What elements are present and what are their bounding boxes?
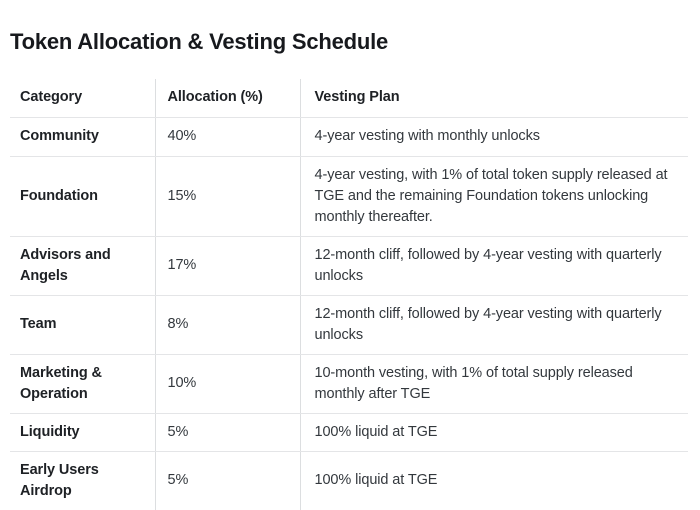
vesting-plan-cell: 100% liquid at TGE bbox=[314, 472, 438, 489]
allocation-cell: 17% bbox=[155, 236, 301, 296]
table-row-liquidity: Liquidity 5% 100% liquid at TGE bbox=[10, 413, 688, 452]
table-row-community: Community 40% 4-year vesting with monthl… bbox=[10, 117, 688, 157]
column-header-category: Category bbox=[10, 79, 156, 118]
allocation-cell: 8% bbox=[155, 295, 301, 355]
table-row-early-users-airdrop: Early Users Airdrop 5% 100% liquid at TG… bbox=[10, 451, 688, 510]
table-header: Category Allocation (%) Vesting Plan bbox=[10, 79, 688, 118]
category-cell: Early Users Airdrop bbox=[10, 451, 156, 510]
table-row-team: Team 8% 12-month cliff, followed by 4-ye… bbox=[10, 295, 688, 355]
category-cell: Advisors and Angels bbox=[10, 236, 156, 296]
category-cell: Marketing & Operation bbox=[10, 354, 156, 414]
category-cell: Team bbox=[10, 295, 156, 355]
vesting-plan-cell: 4-year vesting with monthly unlocks bbox=[300, 117, 688, 157]
category-cell: Liquidity bbox=[10, 413, 156, 452]
column-header-vesting-plan: Vesting Plan bbox=[300, 79, 688, 118]
vesting-plan-cell: 4-year vesting, with 1% of total token s… bbox=[300, 156, 688, 237]
vesting-plan-cell: 12-month cliff, followed by 4-year vesti… bbox=[300, 295, 688, 355]
table-row-advisors-and-angels: Advisors and Angels 17% 12-month cliff, … bbox=[10, 236, 688, 296]
table-row-marketing-operation: Marketing & Operation 10% 10-month vesti… bbox=[10, 354, 688, 414]
column-header-allocation: Allocation (%) bbox=[155, 79, 301, 118]
allocation-cell: 10% bbox=[155, 354, 301, 414]
allocation-cell: 40% bbox=[155, 117, 301, 157]
vesting-plan-cell: 100% liquid at TGE bbox=[300, 413, 688, 452]
vesting-plan-cell: 12-month cliff, followed by 4-year vesti… bbox=[300, 236, 688, 296]
table-row-foundation: Foundation 15% 4-year vesting, with 1% o… bbox=[10, 156, 688, 237]
allocation-cell: 15% bbox=[155, 156, 301, 237]
category-cell: Community bbox=[10, 117, 156, 157]
table-header-row: Category Allocation (%) Vesting Plan bbox=[10, 79, 688, 118]
category-cell: Foundation bbox=[10, 156, 156, 237]
page-title: Token Allocation & Vesting Schedule bbox=[10, 29, 389, 54]
table-body: Community 40% 4-year vesting with monthl… bbox=[10, 117, 688, 510]
token-allocation-table: Category Allocation (%) Vesting Plan Com… bbox=[10, 79, 688, 510]
vesting-plan-cell: 10-month vesting, with 1% of total suppl… bbox=[300, 354, 688, 414]
allocation-cell: 5% bbox=[155, 413, 301, 452]
allocation-cell: 5% bbox=[155, 451, 301, 510]
